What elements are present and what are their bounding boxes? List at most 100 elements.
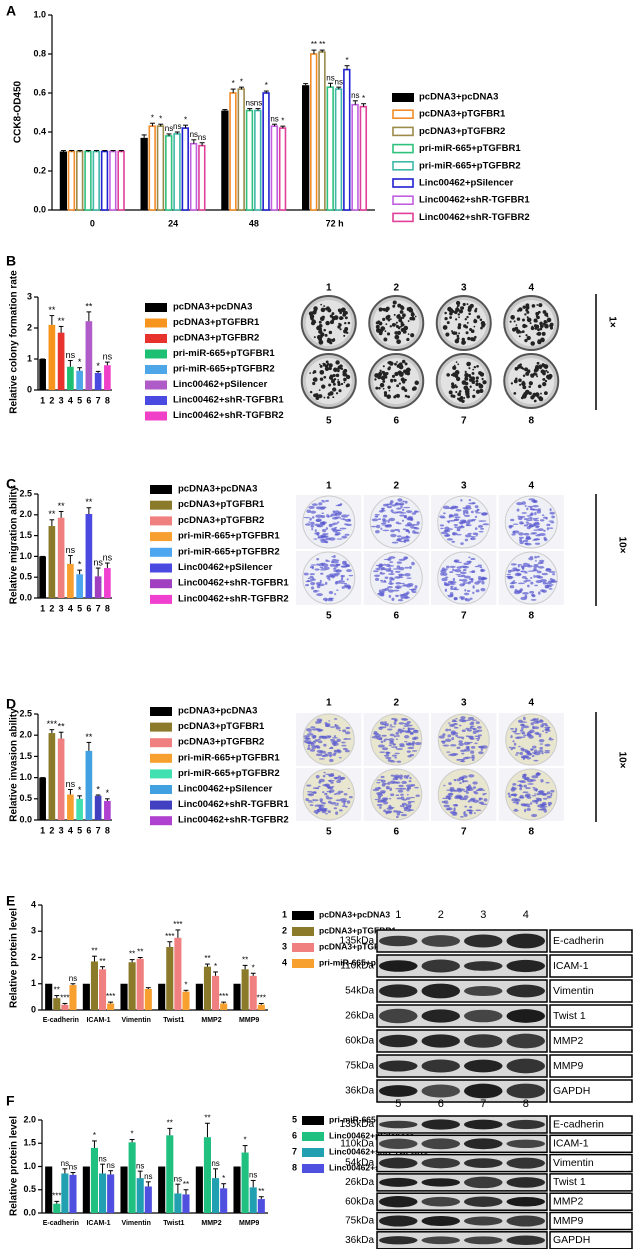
colony-dot: [456, 334, 460, 338]
legend-swatch: [150, 500, 172, 510]
cell-stain: [404, 572, 411, 577]
cell-stain: [380, 581, 388, 583]
cell-stain: [547, 584, 552, 588]
cell-stain: [316, 558, 320, 561]
cell-stain: [389, 797, 392, 800]
cell-stain: [388, 726, 396, 728]
cell-stain: [534, 584, 539, 587]
cell-stain: [539, 579, 547, 583]
bar: [128, 1142, 136, 1213]
colony-dot: [391, 374, 396, 378]
cell-stain: [455, 574, 462, 576]
colony-dot: [476, 364, 479, 368]
cell-stain: [446, 538, 453, 541]
cell-stain: [453, 807, 456, 811]
cell-stain: [524, 505, 527, 508]
cell-stain: [327, 751, 333, 755]
cell-stain: [327, 735, 332, 738]
cell-stain: [474, 742, 478, 745]
cell-stain: [478, 530, 484, 533]
colony-dot: [321, 384, 326, 389]
significance: ns: [61, 1159, 69, 1168]
cell-stain: [532, 500, 537, 503]
cell-stain: [393, 528, 400, 532]
cell-stain: [397, 728, 402, 731]
blot-band: [421, 935, 460, 947]
cell-stain: [391, 577, 395, 581]
cell-stain: [390, 509, 394, 513]
legend-swatch: [292, 911, 314, 920]
blot-band: [506, 959, 545, 973]
cell-stain: [459, 583, 465, 587]
cell-stain: [329, 563, 336, 567]
cell-stain: [510, 748, 513, 751]
legend-swatch: [302, 1148, 324, 1157]
bar: [85, 321, 93, 390]
colony-dot: [397, 370, 403, 376]
cell-stain: [319, 805, 325, 807]
colony-dot: [464, 376, 469, 381]
bar: [109, 150, 117, 211]
cell-stain: [341, 744, 347, 747]
colony-dot: [448, 390, 453, 395]
colony-dot: [475, 389, 481, 394]
legend-number: 5: [292, 1114, 297, 1124]
cell-stain: [388, 589, 394, 593]
y-tick-label: 2.0: [19, 509, 32, 519]
cell-stain: [336, 538, 343, 540]
colony-dot: [339, 311, 343, 315]
cell-stain: [406, 743, 412, 746]
blot-band: [379, 1008, 418, 1024]
cell-stain: [456, 778, 461, 782]
cell-stain: [410, 783, 416, 787]
colony-dot: [521, 330, 525, 334]
colony-dot: [468, 362, 470, 365]
cell-stain: [378, 744, 385, 748]
bar: [174, 1193, 182, 1213]
bar: [84, 150, 92, 211]
cell-stain: [472, 501, 476, 505]
cell-stain: [523, 716, 526, 721]
cell-stain: [519, 751, 524, 756]
bar: [278, 127, 287, 211]
colony-dot: [396, 361, 398, 363]
cell-stain: [394, 752, 400, 755]
y-tick-label: 1.5: [23, 1138, 36, 1148]
colony-dot: [332, 338, 336, 342]
blot-band: [464, 1216, 503, 1226]
colony-dot: [455, 390, 458, 394]
cell-stain: [548, 571, 556, 573]
cell-stain: [395, 570, 401, 573]
bar: [120, 983, 128, 1010]
bar: [99, 969, 107, 1010]
cell-stain: [384, 524, 389, 528]
cell-stain: [341, 514, 349, 518]
cell-stain: [407, 774, 410, 777]
cell-stain: [524, 571, 528, 574]
colony-dot: [410, 333, 415, 338]
colony-dot: [377, 320, 381, 324]
colony-dot: [337, 308, 342, 313]
cell-stain: [470, 557, 476, 561]
cell-stain: [387, 728, 393, 731]
colony-dot: [522, 374, 526, 378]
colony-dot: [452, 394, 456, 398]
cell-stain: [510, 735, 513, 739]
legend-label: Linc00462+shR-TGFBR1: [419, 195, 530, 206]
cell-stain: [470, 537, 476, 541]
bar: [85, 750, 93, 820]
cell-stain: [330, 740, 337, 742]
cell-stain: [480, 803, 488, 806]
cell-stain: [542, 581, 547, 585]
colony-dot: [345, 384, 349, 388]
colony-dot: [315, 396, 320, 400]
legend-swatch: [302, 1116, 324, 1125]
cell-stain: [453, 513, 459, 517]
cell-stain: [305, 583, 310, 587]
cell-stain: [535, 525, 540, 528]
colony-dot: [460, 306, 465, 310]
y-tick-label: 0.4: [33, 126, 46, 136]
colony-dot: [528, 385, 531, 388]
colony-dot: [318, 320, 322, 324]
